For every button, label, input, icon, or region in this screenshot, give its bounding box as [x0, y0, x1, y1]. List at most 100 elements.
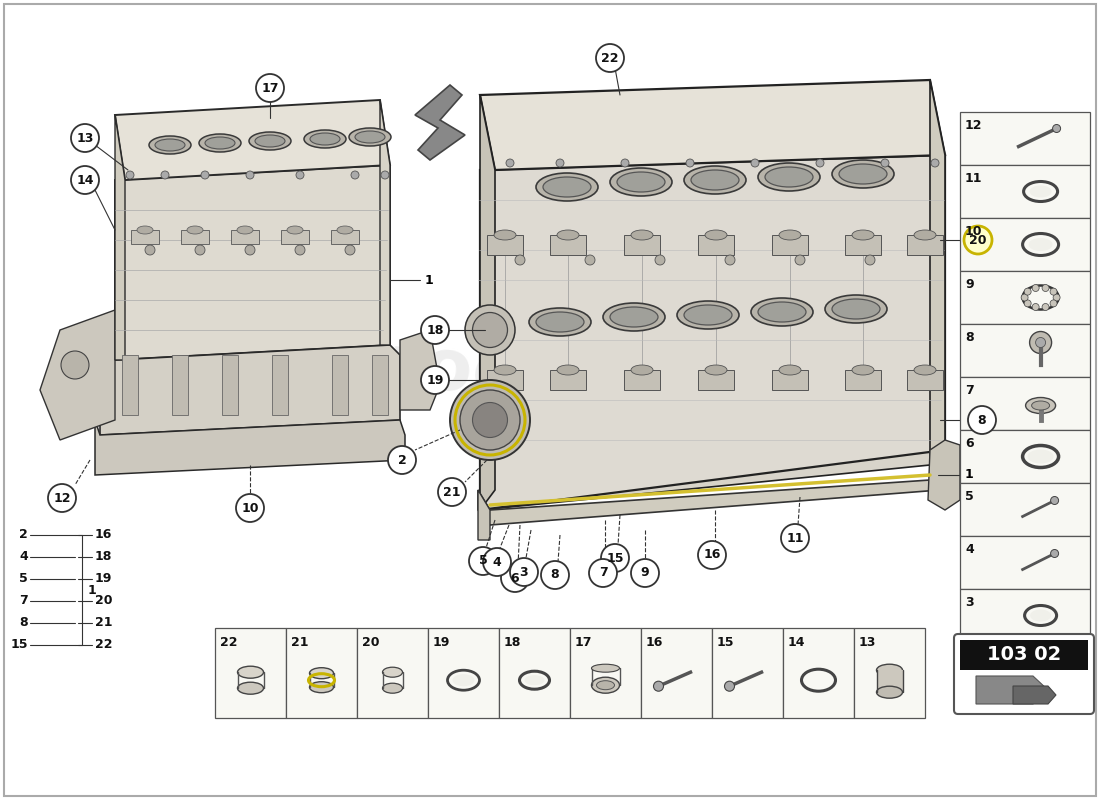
Ellipse shape	[617, 172, 666, 192]
Ellipse shape	[832, 299, 880, 319]
Text: 22: 22	[602, 51, 618, 65]
Circle shape	[585, 255, 595, 265]
Bar	[182, 230, 209, 244]
Circle shape	[654, 255, 666, 265]
Polygon shape	[976, 676, 1048, 704]
Ellipse shape	[705, 230, 727, 240]
Bar	[570, 628, 641, 718]
Ellipse shape	[596, 681, 615, 690]
Circle shape	[201, 171, 209, 179]
Ellipse shape	[287, 226, 303, 234]
Bar	[550, 235, 586, 255]
Circle shape	[245, 245, 255, 255]
Bar	[712, 628, 783, 718]
Bar	[550, 370, 586, 390]
Polygon shape	[478, 460, 940, 525]
Ellipse shape	[199, 134, 241, 152]
Text: 3: 3	[965, 596, 974, 609]
Ellipse shape	[536, 312, 584, 332]
Circle shape	[725, 255, 735, 265]
Polygon shape	[480, 450, 945, 510]
Circle shape	[1053, 125, 1060, 133]
Ellipse shape	[383, 683, 403, 693]
Bar	[960, 483, 1090, 536]
Circle shape	[698, 541, 726, 569]
Text: 15: 15	[606, 551, 624, 565]
Ellipse shape	[155, 139, 185, 151]
Ellipse shape	[852, 230, 874, 240]
Text: 20: 20	[362, 636, 380, 649]
Ellipse shape	[494, 365, 516, 375]
Bar	[783, 628, 854, 718]
Circle shape	[964, 226, 992, 254]
Ellipse shape	[383, 667, 403, 677]
Circle shape	[388, 446, 416, 474]
Polygon shape	[480, 80, 945, 170]
Bar	[499, 628, 570, 718]
Circle shape	[126, 171, 134, 179]
Bar	[231, 230, 258, 244]
Text: 7: 7	[965, 384, 974, 397]
Bar	[908, 370, 943, 390]
Circle shape	[195, 245, 205, 255]
Circle shape	[725, 682, 735, 691]
Circle shape	[421, 316, 449, 344]
Bar	[960, 536, 1090, 589]
Ellipse shape	[592, 664, 619, 672]
Text: 18: 18	[95, 550, 112, 563]
Bar	[272, 355, 288, 415]
Bar	[698, 370, 734, 390]
Ellipse shape	[684, 166, 746, 194]
Circle shape	[48, 484, 76, 512]
Circle shape	[596, 44, 624, 72]
Text: 6: 6	[510, 571, 519, 585]
Circle shape	[931, 159, 939, 167]
Text: 22: 22	[220, 636, 238, 649]
Circle shape	[506, 159, 514, 167]
Ellipse shape	[529, 308, 591, 336]
Ellipse shape	[536, 173, 598, 201]
Bar	[845, 370, 881, 390]
Bar	[960, 112, 1090, 165]
Ellipse shape	[832, 160, 894, 188]
Text: 10: 10	[241, 502, 258, 514]
Polygon shape	[930, 80, 945, 465]
Ellipse shape	[1028, 238, 1053, 251]
Polygon shape	[95, 420, 405, 475]
Polygon shape	[1013, 686, 1056, 704]
Ellipse shape	[557, 365, 579, 375]
Bar	[908, 235, 943, 255]
Ellipse shape	[825, 295, 887, 323]
Circle shape	[1024, 300, 1031, 307]
Text: 13: 13	[859, 636, 877, 649]
Text: 1: 1	[425, 274, 433, 286]
Ellipse shape	[494, 230, 516, 240]
Circle shape	[345, 245, 355, 255]
Circle shape	[1050, 300, 1057, 307]
Text: 15: 15	[11, 638, 28, 651]
Circle shape	[968, 406, 996, 434]
Circle shape	[72, 166, 99, 194]
Bar	[960, 589, 1090, 642]
Text: 10: 10	[965, 225, 982, 238]
Bar	[698, 235, 734, 255]
Ellipse shape	[205, 137, 235, 149]
Circle shape	[751, 159, 759, 167]
Ellipse shape	[631, 230, 653, 240]
Text: 13: 13	[76, 131, 94, 145]
Bar	[641, 628, 712, 718]
Ellipse shape	[236, 226, 253, 234]
Text: 12: 12	[965, 119, 982, 132]
Ellipse shape	[1032, 401, 1049, 410]
Circle shape	[510, 558, 538, 586]
Text: 16: 16	[703, 549, 720, 562]
Text: 18: 18	[504, 636, 521, 649]
Bar	[960, 218, 1090, 271]
Text: 21: 21	[292, 636, 308, 649]
Circle shape	[469, 547, 497, 575]
Text: 21: 21	[95, 617, 112, 630]
Circle shape	[515, 255, 525, 265]
Ellipse shape	[779, 365, 801, 375]
Ellipse shape	[238, 666, 264, 678]
Circle shape	[236, 494, 264, 522]
